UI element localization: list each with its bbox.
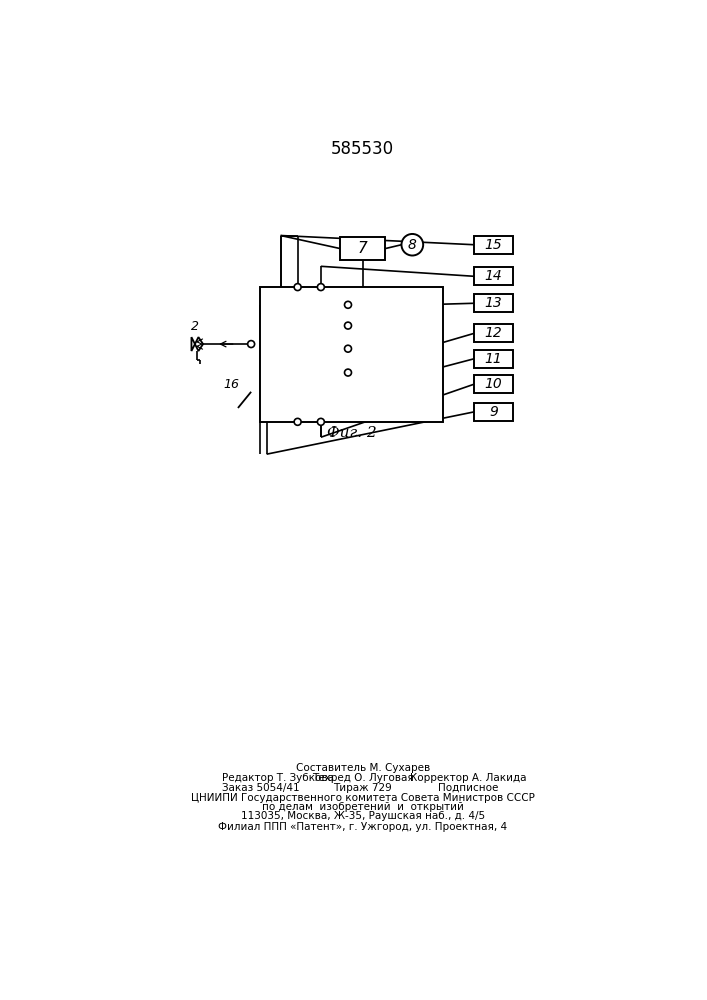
Text: 10: 10 bbox=[485, 377, 503, 391]
Text: Техред О. Луговая: Техред О. Луговая bbox=[312, 773, 414, 783]
Text: Корректор А. Лакида: Корректор А. Лакида bbox=[410, 773, 527, 783]
Circle shape bbox=[402, 234, 423, 256]
Text: ЦНИИПИ Государственного комитета Совета Министров СССР: ЦНИИПИ Государственного комитета Совета … bbox=[191, 793, 534, 803]
Bar bbox=[474, 403, 513, 421]
Text: Заказ 5054/41: Заказ 5054/41 bbox=[222, 783, 299, 793]
Text: 13: 13 bbox=[485, 296, 503, 310]
Text: 9: 9 bbox=[489, 405, 498, 419]
Circle shape bbox=[317, 284, 325, 291]
Text: 16: 16 bbox=[223, 378, 240, 391]
Text: Тираж 729: Тираж 729 bbox=[333, 783, 392, 793]
Text: Редактор Т. Зубкова: Редактор Т. Зубкова bbox=[222, 773, 334, 783]
Circle shape bbox=[294, 418, 301, 425]
Circle shape bbox=[344, 345, 351, 352]
Text: 2: 2 bbox=[191, 320, 199, 333]
Text: Фиг. 2: Фиг. 2 bbox=[327, 426, 377, 440]
Text: 14: 14 bbox=[485, 269, 503, 283]
Circle shape bbox=[344, 369, 351, 376]
Circle shape bbox=[317, 418, 325, 425]
Circle shape bbox=[344, 301, 351, 308]
Bar bbox=[474, 294, 513, 312]
Text: Подписное: Подписное bbox=[438, 783, 498, 793]
Text: 15: 15 bbox=[485, 238, 503, 252]
Text: 8: 8 bbox=[408, 238, 416, 252]
Text: Составитель М. Сухарев: Составитель М. Сухарев bbox=[296, 763, 430, 773]
Text: 7: 7 bbox=[358, 241, 368, 256]
Text: Филиал ППП «Патент», г. Ужгород, ул. Проектная, 4: Филиал ППП «Патент», г. Ужгород, ул. Про… bbox=[218, 822, 508, 832]
Bar bbox=[474, 375, 513, 393]
Circle shape bbox=[294, 284, 301, 291]
Bar bbox=[340, 237, 385, 260]
Bar bbox=[474, 324, 513, 342]
Circle shape bbox=[344, 322, 351, 329]
Polygon shape bbox=[192, 337, 203, 351]
Bar bbox=[474, 350, 513, 368]
Text: 585530: 585530 bbox=[331, 140, 395, 158]
Bar bbox=[474, 267, 513, 285]
Text: 12: 12 bbox=[485, 326, 503, 340]
Text: 11: 11 bbox=[485, 352, 503, 366]
Circle shape bbox=[247, 341, 255, 348]
Bar bbox=[474, 236, 513, 254]
Bar bbox=[260, 287, 443, 422]
Text: 113035, Москва, Ж-35, Раушская наб., д. 4/5: 113035, Москва, Ж-35, Раушская наб., д. … bbox=[240, 811, 485, 821]
Text: по делам  изобретений  и  открытий: по делам изобретений и открытий bbox=[262, 802, 464, 812]
